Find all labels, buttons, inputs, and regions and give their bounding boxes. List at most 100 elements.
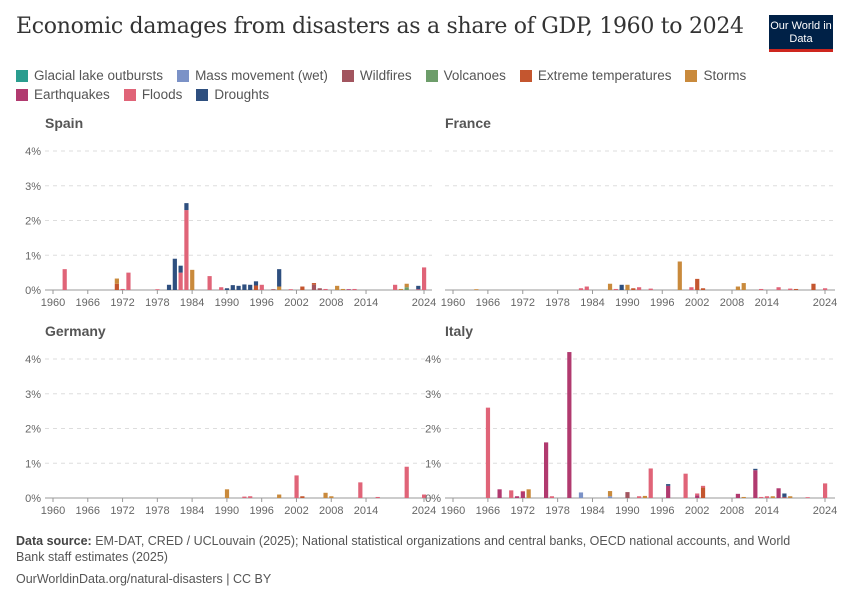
- bar-segment[interactable]: [764, 496, 770, 498]
- bar-segment[interactable]: [683, 473, 688, 498]
- bar-segment[interactable]: [549, 496, 555, 498]
- bar-segment[interactable]: [393, 284, 398, 290]
- bar-segment[interactable]: [271, 289, 276, 290]
- bar-segment[interactable]: [788, 288, 793, 290]
- bar-segment[interactable]: [404, 283, 409, 288]
- bar-segment[interactable]: [677, 261, 682, 290]
- bar-segment[interactable]: [753, 468, 758, 471]
- bar-segment[interactable]: [666, 484, 671, 486]
- bar-segment[interactable]: [811, 283, 816, 290]
- bar-segment[interactable]: [648, 468, 653, 498]
- bar-segment[interactable]: [155, 289, 160, 290]
- bar-segment[interactable]: [695, 495, 700, 498]
- bar-segment[interactable]: [184, 210, 189, 290]
- bar-segment[interactable]: [759, 496, 764, 498]
- bar-segment[interactable]: [248, 496, 253, 498]
- bar-segment[interactable]: [184, 203, 189, 211]
- bar-segment[interactable]: [509, 490, 514, 498]
- bar-segment[interactable]: [637, 496, 642, 498]
- bar-segment[interactable]: [288, 289, 293, 290]
- bar-segment[interactable]: [230, 285, 235, 290]
- bar-segment[interactable]: [514, 496, 520, 498]
- bar-segment[interactable]: [404, 466, 409, 498]
- bar-segment[interactable]: [689, 287, 694, 290]
- bar-segment[interactable]: [178, 265, 183, 273]
- bar-segment[interactable]: [607, 491, 613, 497]
- bar-segment[interactable]: [770, 496, 775, 498]
- bar-segment[interactable]: [741, 283, 746, 290]
- bar-segment[interactable]: [253, 285, 259, 290]
- bar-segment[interactable]: [782, 496, 787, 498]
- bar-segment[interactable]: [625, 492, 630, 498]
- bar-segment[interactable]: [277, 269, 282, 287]
- bar-segment[interactable]: [242, 496, 247, 498]
- bar-segment[interactable]: [335, 285, 340, 290]
- bar-segment[interactable]: [741, 496, 746, 498]
- bar-segment[interactable]: [323, 288, 328, 290]
- bar-segment[interactable]: [625, 284, 630, 290]
- bar-segment[interactable]: [311, 284, 317, 290]
- bar-segment[interactable]: [700, 487, 706, 498]
- bar-segment[interactable]: [759, 288, 764, 290]
- bar-segment[interactable]: [300, 496, 305, 498]
- legend-item[interactable]: Floods: [123, 85, 182, 104]
- bar-segment[interactable]: [277, 494, 282, 498]
- bar-segment[interactable]: [259, 284, 264, 290]
- bar-segment[interactable]: [631, 288, 636, 290]
- bar-segment[interactable]: [823, 288, 828, 290]
- bar-segment[interactable]: [648, 288, 653, 290]
- bar-segment[interactable]: [236, 285, 241, 290]
- bar-segment[interactable]: [114, 278, 119, 284]
- bar-segment[interactable]: [172, 258, 177, 290]
- bar-segment[interactable]: [190, 269, 195, 290]
- bar-segment[interactable]: [358, 482, 363, 498]
- bar-segment[interactable]: [793, 288, 799, 290]
- bar-segment[interactable]: [666, 485, 671, 498]
- bar-segment[interactable]: [520, 490, 525, 492]
- bar-segment[interactable]: [207, 276, 212, 290]
- bar-segment[interactable]: [126, 272, 131, 290]
- bar-segment[interactable]: [219, 287, 224, 290]
- bar-segment[interactable]: [700, 485, 706, 488]
- bar-segment[interactable]: [695, 278, 700, 290]
- bar-segment[interactable]: [520, 491, 525, 498]
- bar-segment[interactable]: [62, 269, 67, 290]
- bar-segment[interactable]: [375, 496, 380, 498]
- bar-segment[interactable]: [300, 286, 305, 290]
- legend-item[interactable]: Wildfires: [341, 66, 412, 85]
- bar-segment[interactable]: [695, 493, 700, 496]
- bar-segment[interactable]: [485, 407, 491, 498]
- bar-segment[interactable]: [619, 284, 624, 290]
- bar-segment[interactable]: [700, 288, 706, 290]
- bar-segment[interactable]: [607, 283, 613, 290]
- bar-segment[interactable]: [404, 287, 409, 290]
- bar-segment[interactable]: [823, 483, 828, 498]
- bar-segment[interactable]: [607, 496, 613, 498]
- legend-item[interactable]: Storms: [685, 66, 746, 85]
- bar-segment[interactable]: [277, 286, 282, 290]
- bar-segment[interactable]: [642, 495, 648, 498]
- legend-item[interactable]: Glacial lake outbursts: [16, 66, 163, 85]
- bar-segment[interactable]: [474, 289, 479, 290]
- bar-segment[interactable]: [120, 288, 125, 290]
- bar-segment[interactable]: [329, 496, 334, 498]
- bar-segment[interactable]: [416, 289, 421, 290]
- bar-segment[interactable]: [248, 284, 253, 290]
- bar-segment[interactable]: [497, 489, 502, 498]
- bar-segment[interactable]: [584, 286, 589, 290]
- bar-segment[interactable]: [224, 288, 230, 290]
- bar-segment[interactable]: [735, 286, 741, 290]
- bar-segment[interactable]: [114, 283, 119, 290]
- bar-segment[interactable]: [242, 284, 247, 290]
- legend-item[interactable]: Volcanoes: [425, 66, 506, 85]
- bar-segment[interactable]: [637, 287, 642, 290]
- bar-segment[interactable]: [544, 442, 549, 498]
- bar-segment[interactable]: [352, 288, 357, 290]
- bar-segment[interactable]: [294, 475, 299, 498]
- bar-segment[interactable]: [340, 288, 346, 290]
- bar-segment[interactable]: [578, 492, 584, 498]
- footer-url[interactable]: OurWorldinData.org/natural-disasters | C…: [16, 572, 272, 586]
- bar-segment[interactable]: [782, 493, 787, 497]
- bar-segment[interactable]: [253, 281, 259, 286]
- legend-item[interactable]: Earthquakes: [16, 85, 110, 104]
